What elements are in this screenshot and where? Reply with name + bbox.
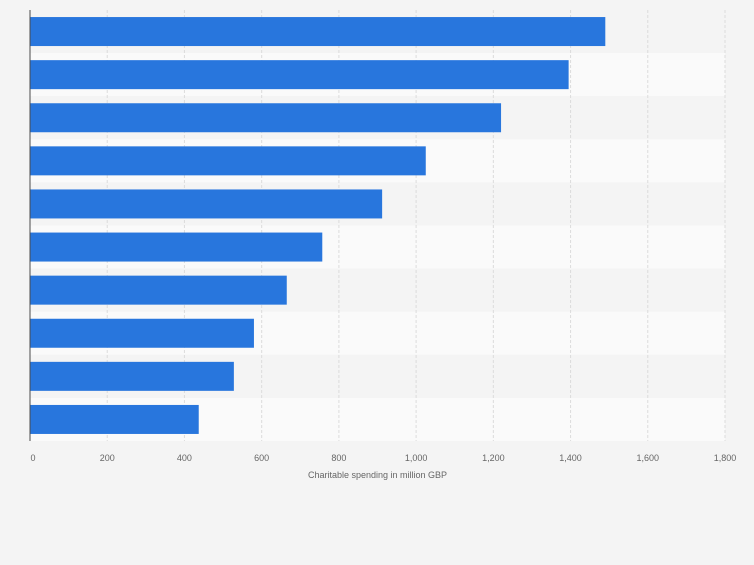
bar [30, 60, 569, 90]
x-tick-label: 1,200 [482, 453, 505, 463]
bar [30, 103, 502, 133]
bar [30, 232, 323, 262]
x-tick-label: 600 [254, 453, 269, 463]
x-tick-label: 800 [331, 453, 346, 463]
bar [30, 275, 287, 305]
x-axis-title: Charitable spending in million GBP [308, 470, 447, 480]
x-tick-label: 200 [100, 453, 115, 463]
bar [30, 17, 606, 47]
bar [30, 404, 199, 434]
x-tick-label: 1,800 [714, 453, 737, 463]
bar [30, 318, 254, 348]
bar [30, 361, 234, 391]
bars [30, 17, 606, 434]
x-tick-label: 400 [177, 453, 192, 463]
x-tick-label: 1,600 [637, 453, 660, 463]
bar [30, 146, 426, 176]
x-tick-label: 1,400 [559, 453, 582, 463]
x-axis-ticks: 0 200 400 600 800 1,000 1,200 1,400 1,600 1,800 [30, 453, 736, 463]
bar [30, 189, 383, 219]
x-tick-label: 1,000 [405, 453, 428, 463]
x-tick-label: 0 [30, 453, 35, 463]
